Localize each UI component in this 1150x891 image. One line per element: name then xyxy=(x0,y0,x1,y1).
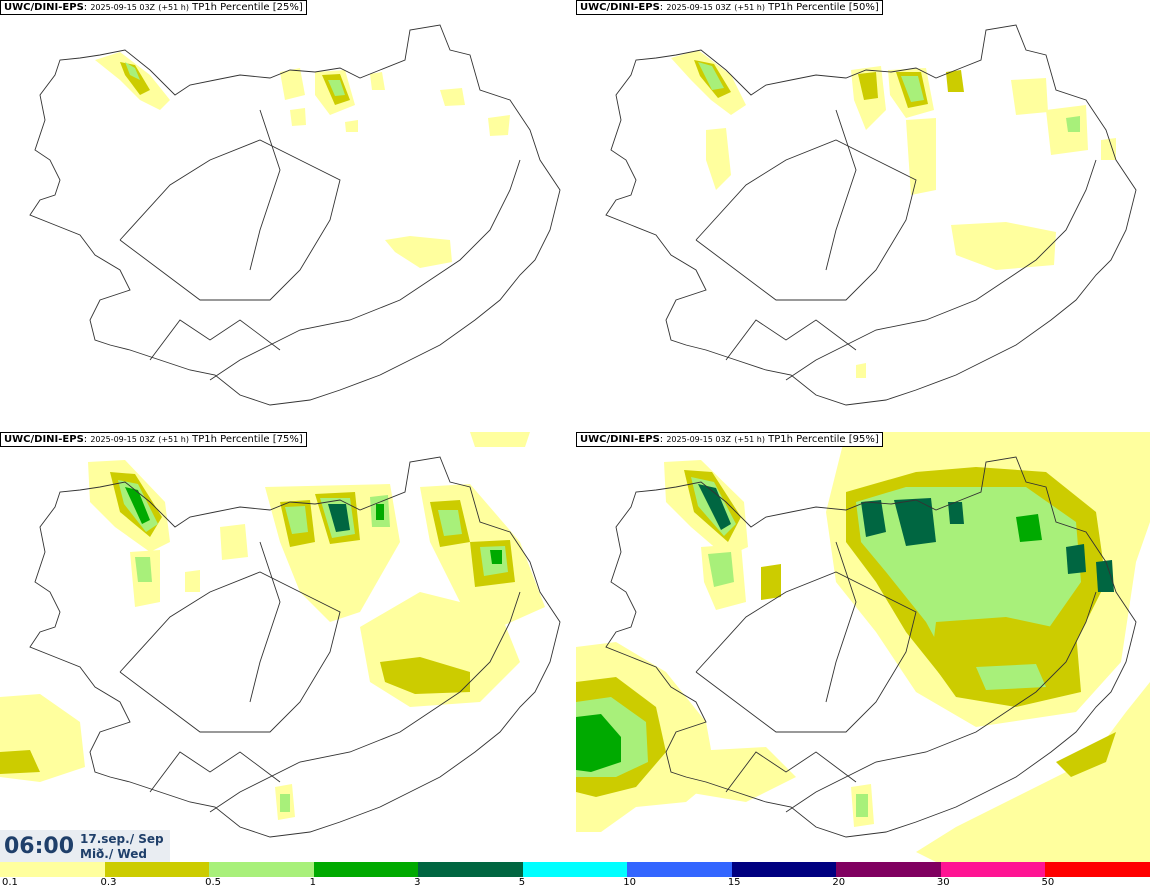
legend-tick-label: 3 xyxy=(414,877,421,888)
legend-ticks: 0.1 0.3 0.5 1 3 5 10 15 20 30 50 xyxy=(0,877,1150,891)
legend-swatch xyxy=(418,862,523,877)
legend-tick-label: 10 xyxy=(623,877,636,888)
legend-swatch xyxy=(0,862,105,877)
panel-label-p25: UWC/DINI-EPS: 2025-09-15 03Z (+51 h) TP1… xyxy=(0,0,307,15)
run-time: 2025-09-15 03Z xyxy=(90,435,156,444)
run-time: 2025-09-15 03Z xyxy=(90,3,156,12)
map-panel-p50: UWC/DINI-EPS: 2025-09-15 03Z (+51 h) TP1… xyxy=(576,0,1150,430)
legend-swatch xyxy=(104,862,210,877)
iceland-map xyxy=(605,24,1137,406)
legend-tick-label: 15 xyxy=(727,877,741,888)
panel-title: TP1h Percentile [75%] xyxy=(192,434,303,445)
legend-tick-label: 30 xyxy=(936,877,950,888)
lead-time: (+51 h) xyxy=(734,3,765,12)
panel-title: TP1h Percentile [95%] xyxy=(768,434,879,445)
legend-swatch xyxy=(522,862,628,877)
precip-shading xyxy=(95,52,510,268)
model-name: UWC/DINI-EPS xyxy=(580,2,660,13)
legend-tick-label: 0.3 xyxy=(100,877,117,888)
precip-shading xyxy=(576,432,1150,862)
precip-shading xyxy=(671,50,1116,378)
coastline xyxy=(29,24,561,406)
legend-tick-label: 0.1 xyxy=(2,877,18,888)
lead-time: (+51 h) xyxy=(158,435,189,444)
panel-title: TP1h Percentile [25%] xyxy=(192,2,303,13)
valid-weekday: Mið./ Wed xyxy=(80,847,147,861)
legend-swatch xyxy=(313,862,419,877)
iceland-map xyxy=(576,432,1150,862)
coastline xyxy=(605,24,1137,406)
color-legend xyxy=(0,862,1150,877)
valid-date: 17.sep./ Sep xyxy=(80,832,164,846)
legend-tick-label: 5 xyxy=(518,877,526,888)
run-time: 2025-09-15 03Z xyxy=(666,3,732,12)
model-name: UWC/DINI-EPS xyxy=(580,434,660,445)
legend-tick-label: 50 xyxy=(1041,877,1055,888)
iceland-map xyxy=(29,24,561,406)
coastline xyxy=(605,456,1137,838)
legend-swatch xyxy=(731,862,837,877)
coastline xyxy=(29,456,561,838)
map-panel-p75: UWC/DINI-EPS: 2025-09-15 03Z (+51 h) TP1… xyxy=(0,432,574,862)
legend-tick-label: 1 xyxy=(309,877,316,888)
legend-swatch xyxy=(940,862,1046,877)
legend-swatch xyxy=(209,862,314,877)
lead-time: (+51 h) xyxy=(734,435,765,444)
panel-title: TP1h Percentile [50%] xyxy=(768,2,879,13)
panel-label-p50: UWC/DINI-EPS: 2025-09-15 03Z (+51 h) TP1… xyxy=(576,0,883,15)
map-panel-p25: UWC/DINI-EPS: 2025-09-15 03Z (+51 h) TP1… xyxy=(0,0,574,430)
valid-time-box: 06:00 17.sep./ Sep Mið./ Wed xyxy=(0,830,170,862)
model-name: UWC/DINI-EPS xyxy=(4,434,84,445)
legend-swatch xyxy=(1045,862,1150,877)
panel-label-p95: UWC/DINI-EPS: 2025-09-15 03Z (+51 h) TP1… xyxy=(576,432,883,447)
valid-time: 06:00 xyxy=(4,834,75,859)
legend-swatch xyxy=(627,862,732,877)
lead-time: (+51 h) xyxy=(158,3,189,12)
legend-tick-label: 20 xyxy=(832,877,846,888)
legend-tick-label: 0.5 xyxy=(205,877,221,888)
iceland-map xyxy=(0,432,561,838)
precip-shading xyxy=(0,432,545,820)
model-name: UWC/DINI-EPS xyxy=(4,2,84,13)
run-time: 2025-09-15 03Z xyxy=(666,435,732,444)
legend-swatch xyxy=(836,862,941,877)
map-panel-p95: UWC/DINI-EPS: 2025-09-15 03Z (+51 h) TP1… xyxy=(576,432,1150,862)
panel-label-p75: UWC/DINI-EPS: 2025-09-15 03Z (+51 h) TP1… xyxy=(0,432,307,447)
